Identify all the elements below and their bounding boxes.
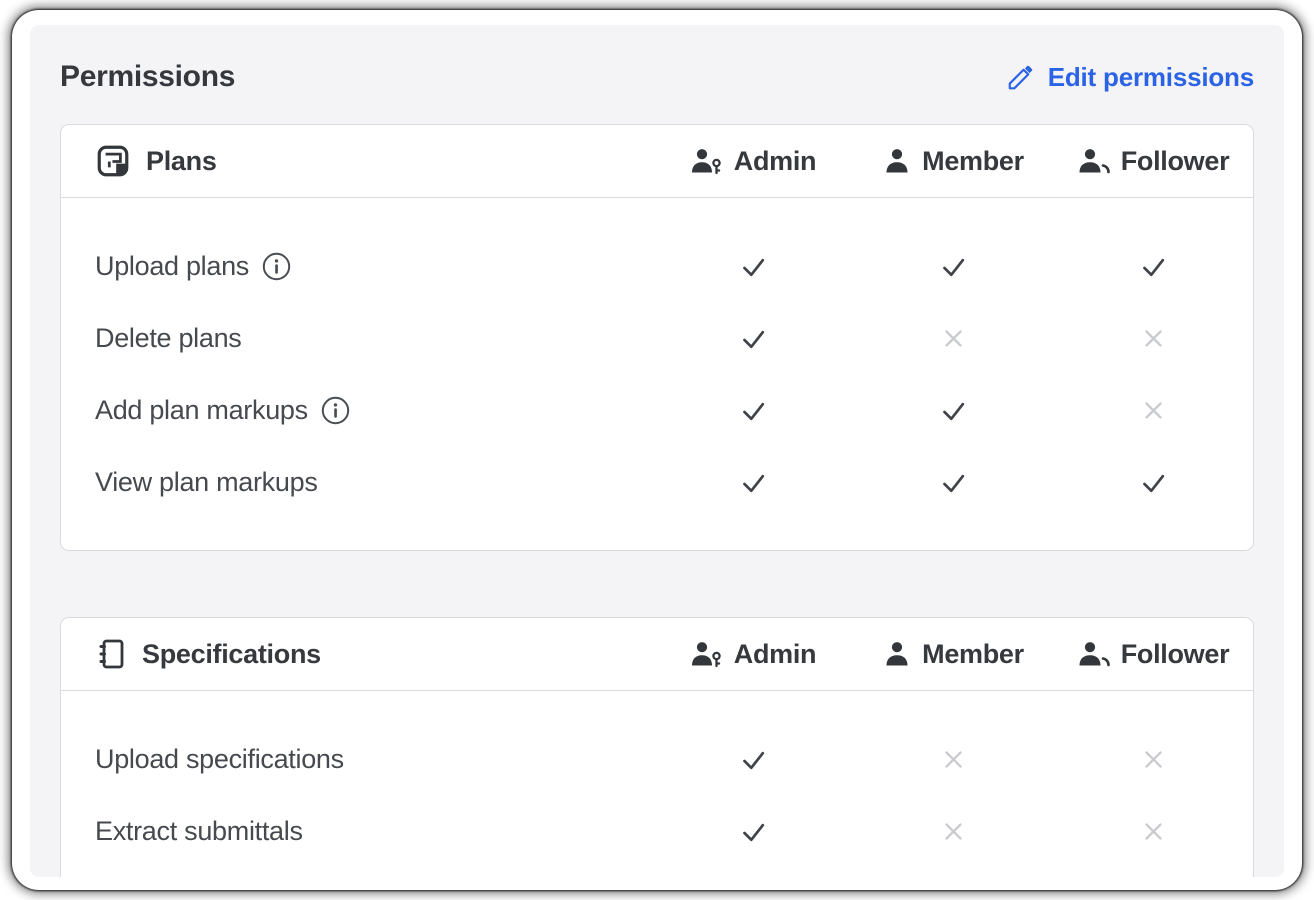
permission-row: Extract submittals (61, 795, 1253, 867)
check-icon (738, 467, 769, 498)
column-label: Follower (1120, 145, 1230, 176)
section-header: Plans Admin Member Follower (61, 125, 1253, 198)
permission-cell-follower (1053, 467, 1253, 498)
permission-cell-follower (1053, 325, 1253, 352)
permission-cell-follower (1053, 251, 1253, 282)
check-icon (738, 251, 769, 282)
permission-cell-member (853, 746, 1053, 773)
permission-label: Add plan markups (61, 395, 653, 426)
permission-label-text: Delete plans (95, 322, 242, 353)
permission-cell-admin (653, 251, 853, 282)
permission-cell-admin (653, 323, 853, 354)
x-icon (1140, 818, 1167, 845)
x-icon (1140, 325, 1167, 352)
column-label: Follower (1120, 638, 1230, 669)
x-icon (1140, 397, 1167, 424)
follower-user-icon (1077, 639, 1111, 669)
permissions-panel: Permissions Edit permissions Plans Admin M… (30, 25, 1284, 877)
section-title-group: Plans (61, 143, 653, 179)
column-header-admin: Admin (653, 146, 853, 177)
section-title: Plans (146, 145, 217, 176)
column-header-follower: Follower (1053, 639, 1253, 670)
x-icon (940, 818, 967, 845)
permission-label-text: Upload plans (95, 250, 250, 281)
x-icon (940, 325, 967, 352)
check-icon (938, 251, 969, 282)
check-icon (738, 816, 769, 847)
permission-label-text: View plan markups (95, 466, 318, 497)
permission-label: Extract submittals (61, 816, 653, 847)
permission-row: Add plan markups (61, 374, 1253, 446)
check-icon (738, 744, 769, 775)
section-rows: Upload specifications Extract submittals (61, 691, 1253, 877)
permission-row: Upload specifications (61, 723, 1253, 795)
column-label: Admin (733, 638, 817, 669)
permission-sections: Plans Admin Member Follower Upload plans Dele… (60, 124, 1254, 877)
section-header: Specifications Admin Member Follower (61, 618, 1253, 691)
specifications-icon (95, 636, 127, 672)
permission-cell-admin (653, 395, 853, 426)
permission-cell-admin (653, 744, 853, 775)
check-icon (938, 395, 969, 426)
member-user-icon (882, 146, 912, 176)
permission-cell-admin (653, 816, 853, 847)
check-icon (938, 467, 969, 498)
pencil-icon (1006, 62, 1036, 92)
permission-section-card: Plans Admin Member Follower Upload plans Dele… (60, 124, 1254, 551)
section-title: Specifications (142, 638, 321, 669)
permission-section-card: Specifications Admin Member Follower Upload … (60, 617, 1254, 877)
section-title-group: Specifications (61, 636, 653, 672)
permission-label-text: Add plan markups (95, 394, 308, 425)
permission-row: View plan markups (61, 446, 1253, 518)
permission-cell-member (853, 818, 1053, 845)
permission-label-text: Extract submittals (95, 815, 303, 846)
info-icon[interactable] (321, 396, 350, 425)
column-label: Member (922, 638, 1024, 669)
check-icon (738, 323, 769, 354)
panel-header: Permissions Edit permissions (60, 55, 1254, 99)
column-label: Member (922, 145, 1024, 176)
permission-label: Delete plans (61, 323, 653, 354)
plans-icon (95, 143, 131, 179)
x-icon (940, 746, 967, 773)
permission-label: Upload specifications (61, 744, 653, 775)
check-icon (1138, 251, 1169, 282)
column-header-member: Member (853, 146, 1053, 177)
edit-permissions-button[interactable]: Edit permissions (1006, 62, 1254, 93)
check-icon (1138, 467, 1169, 498)
column-label: Admin (733, 145, 817, 176)
follower-user-icon (1077, 146, 1111, 176)
permission-cell-follower (1053, 397, 1253, 424)
permission-label: Upload plans (61, 251, 653, 282)
page-title: Permissions (60, 60, 236, 93)
permission-row: Upload plans (61, 230, 1253, 302)
permission-cell-admin (653, 467, 853, 498)
admin-user-key-icon (690, 146, 724, 176)
permission-cell-follower (1053, 818, 1253, 845)
column-header-follower: Follower (1053, 146, 1253, 177)
permission-cell-member (853, 325, 1053, 352)
x-icon (1140, 746, 1167, 773)
permission-cell-member (853, 467, 1053, 498)
permission-row: Delete plans (61, 302, 1253, 374)
member-user-icon (882, 639, 912, 669)
permission-cell-member (853, 251, 1053, 282)
permission-cell-follower (1053, 746, 1253, 773)
info-icon[interactable] (262, 252, 291, 281)
permission-label-text: Upload specifications (95, 743, 344, 774)
window-frame: Permissions Edit permissions Plans Admin M… (12, 10, 1302, 890)
permission-cell-member (853, 395, 1053, 426)
section-rows: Upload plans Delete plans Add plan markups… (61, 198, 1253, 550)
check-icon (738, 395, 769, 426)
column-header-member: Member (853, 639, 1053, 670)
admin-user-key-icon (690, 639, 724, 669)
column-header-admin: Admin (653, 639, 853, 670)
edit-permissions-label: Edit permissions (1047, 61, 1255, 92)
permission-label: View plan markups (61, 467, 653, 498)
